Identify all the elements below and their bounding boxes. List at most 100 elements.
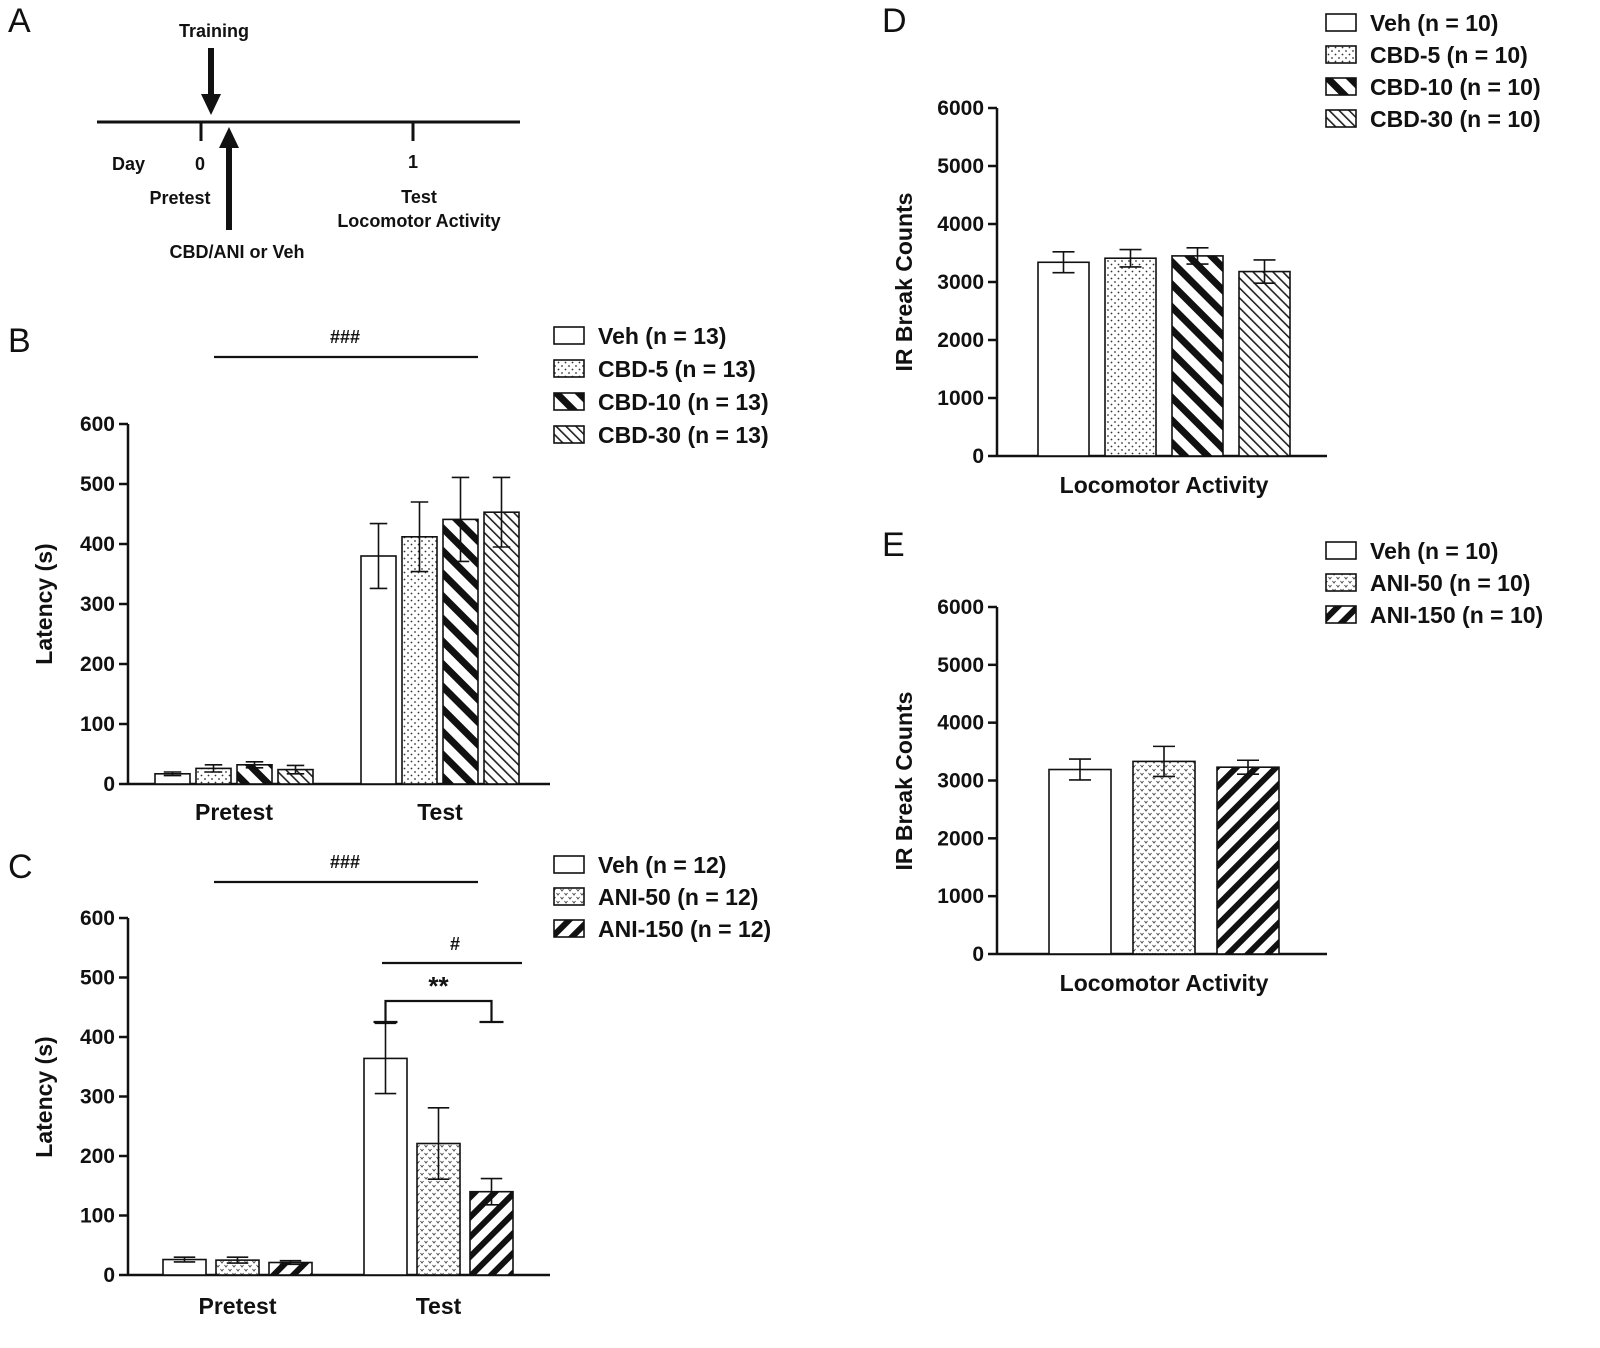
legend-swatch [1325,77,1357,96]
timeline-locomotor-label: Locomotor Activity [337,211,500,231]
y-tick-label: 4000 [937,712,984,735]
legend-label: ANI-150 (n = 10) [1370,602,1543,628]
y-axis-label: Latency (s) [31,1036,57,1157]
x-category-label: Test [417,799,463,825]
y-axis-label: IR Break Counts [891,692,917,871]
legend-label: Veh (n = 10) [1370,538,1498,564]
legend-label: Veh (n = 10) [1370,10,1498,36]
y-tick-label: 200 [80,653,115,676]
y-tick-label: 0 [972,445,984,468]
y-tick-label: 2000 [937,827,984,850]
bar [1104,257,1157,457]
legend-label: CBD-10 (n = 10) [1370,74,1541,100]
legend-swatch [1325,573,1357,592]
x-category-label: Locomotor Activity [1060,970,1269,996]
legend-swatch [1325,541,1357,560]
bar [1171,255,1224,457]
legend-swatch [1325,605,1357,624]
legend-label: ANI-50 (n = 10) [1370,570,1530,596]
bar [1037,261,1090,457]
bar [483,511,520,785]
legend-swatch [1325,45,1357,64]
bar [360,555,397,785]
bar [1216,766,1280,955]
panel-label-a: A [8,2,31,40]
y-tick-label: 6000 [937,596,984,619]
y-axis-label: Latency (s) [31,543,57,664]
legend-swatch [553,359,585,378]
y-tick-label: 5000 [937,654,984,677]
significance-label: # [450,934,460,954]
y-tick-label: 400 [80,1026,115,1049]
y-tick-label: 500 [80,473,115,496]
legend-swatch [553,887,585,906]
x-category-label: Test [416,1293,462,1319]
y-tick-label: 1000 [937,387,984,410]
timeline-day-label: Day [112,154,145,174]
legend-swatch [553,326,585,345]
comparison-bracket [373,999,504,1024]
y-tick-label: 100 [80,713,115,736]
treatment-arrow-head [219,127,239,148]
y-tick-label: 6000 [937,97,984,120]
timeline-pretest-label: Pretest [149,188,210,208]
y-tick-label: 2000 [937,329,984,352]
significance-label: ### [330,327,360,347]
legend-label: Veh (n = 13) [598,323,726,349]
bar [1132,760,1196,955]
y-tick-label: 200 [80,1145,115,1168]
timeline-treatment-label: CBD/ANI or Veh [169,242,304,262]
legend-swatch [553,425,585,444]
legend-label: CBD-5 (n = 10) [1370,42,1528,68]
panel-label-d: D [882,2,907,40]
y-tick-label: 1000 [937,885,984,908]
y-tick-label: 0 [103,773,115,796]
legend-label: CBD-10 (n = 13) [598,389,769,415]
legend-label: CBD-5 (n = 13) [598,356,756,382]
y-tick-label: 5000 [937,155,984,178]
y-tick-label: 0 [103,1264,115,1287]
bar [363,1057,408,1276]
legend-swatch [553,392,585,411]
timeline-test-label: Test [401,187,437,207]
y-tick-label: 3000 [937,770,984,793]
y-tick-label: 0 [972,943,984,966]
legend-label: CBD-30 (n = 13) [598,422,769,448]
x-category-label: Locomotor Activity [1060,472,1269,498]
y-tick-label: 600 [80,413,115,436]
y-axis-label: IR Break Counts [891,193,917,372]
bar [401,535,438,785]
legend-swatch [553,919,585,938]
bar [1238,270,1291,457]
legend-swatch [1325,13,1357,32]
x-category-label: Pretest [199,1293,277,1319]
y-tick-label: 400 [80,533,115,556]
panel-label-e: E [882,526,905,564]
timeline-diagram: Training Day 0 1 Pretest Test Locomotor … [97,21,520,262]
x-category-label: Pretest [195,799,273,825]
legend-swatch [553,855,585,874]
y-tick-label: 300 [80,593,115,616]
y-tick-label: 3000 [937,271,984,294]
bar [1048,768,1112,955]
timeline-day0-label: 0 [195,154,205,174]
legend-swatch [1325,109,1357,128]
legend-label: ANI-150 (n = 12) [598,916,771,942]
panel-label-b: B [8,322,31,360]
training-arrow-head [201,94,221,115]
y-tick-label: 100 [80,1205,115,1228]
y-tick-label: 500 [80,967,115,990]
panel-label-c: C [8,848,33,886]
significance-label: ** [428,971,449,1001]
legend-label: ANI-50 (n = 12) [598,884,758,910]
timeline-day1-label: 1 [408,152,418,172]
legend-label: CBD-30 (n = 10) [1370,106,1541,132]
y-tick-label: 300 [80,1086,115,1109]
significance-label: ### [330,852,360,872]
bar [442,518,479,785]
y-tick-label: 600 [80,907,115,930]
legend-label: Veh (n = 12) [598,852,726,878]
timeline-training-label: Training [179,21,249,41]
